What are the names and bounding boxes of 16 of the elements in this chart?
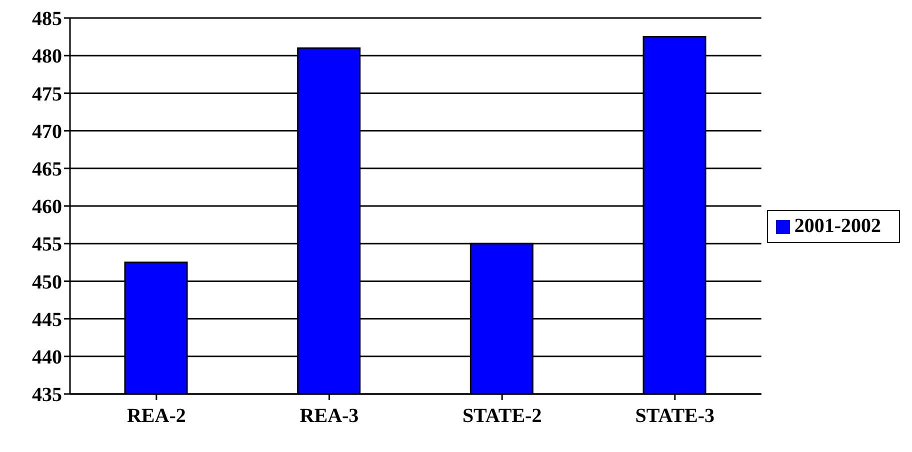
y-tick-label: 435 [32, 384, 62, 406]
y-tick-label: 465 [32, 158, 62, 180]
y-tick-label: 470 [32, 120, 62, 143]
y-tick-label: 485 [32, 8, 62, 30]
x-tick-label: STATE-2 [462, 405, 542, 428]
y-tick-label: 440 [32, 346, 62, 368]
y-tick-label: 475 [32, 83, 62, 106]
y-tick-label: 450 [32, 271, 62, 294]
x-tick-label: STATE-3 [635, 405, 715, 428]
x-tick-label: REA-3 [300, 405, 359, 428]
y-tick-label: 455 [32, 234, 62, 256]
legend-label: 2001-2002 [794, 214, 881, 236]
y-tick-label: 480 [32, 46, 62, 68]
x-tick-label: REA-2 [126, 405, 186, 428]
y-tick-label: 460 [32, 196, 62, 218]
y-tick-label: 445 [32, 308, 62, 331]
